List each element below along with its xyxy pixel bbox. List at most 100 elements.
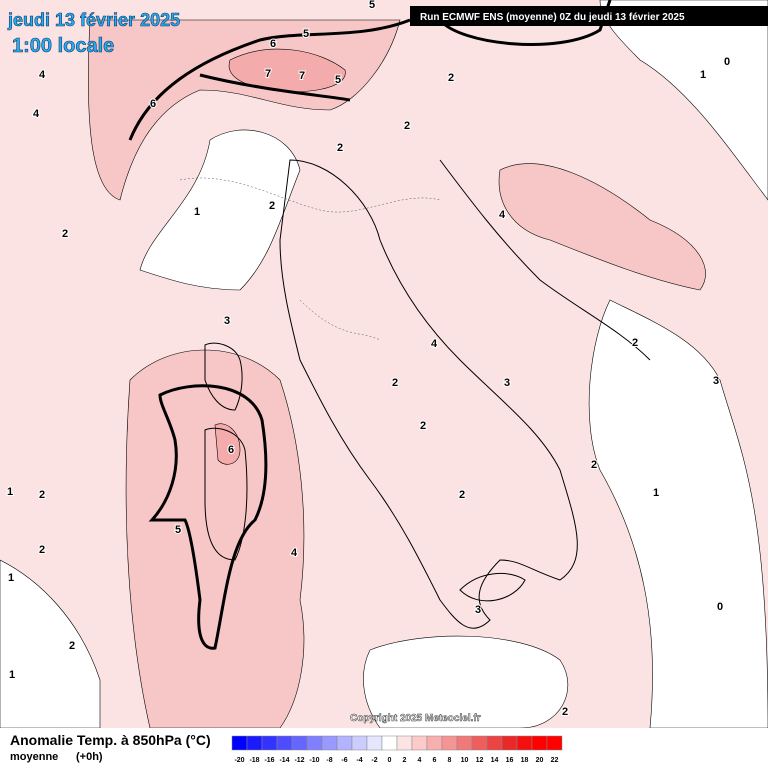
cold-area (0, 559, 101, 729)
run-info: Run ECMWF ENS (moyenne) 0Z du jeudi 13 f… (420, 12, 685, 23)
scale-swatch (546, 735, 563, 751)
scale-label: -18 (249, 757, 259, 764)
isoline-bold (148, 384, 268, 650)
scale-label: -14 (279, 757, 289, 764)
contour-label: 0 (724, 56, 730, 68)
contour-label: 2 (591, 459, 597, 471)
scale-swatch (231, 735, 248, 751)
contour-label: 4 (291, 547, 298, 559)
scale-label: 20 (536, 757, 544, 764)
contour-label: 6 (228, 444, 234, 456)
contour-label: 3 (224, 315, 230, 327)
contour-label: 6 (270, 38, 276, 50)
warm-core (228, 48, 346, 93)
scale-swatch (351, 735, 368, 751)
contour-label: 2 (420, 420, 426, 432)
scale-swatch (516, 735, 533, 751)
scale-label: 16 (506, 757, 514, 764)
contour-label: 3 (713, 375, 719, 387)
contour-labels: 5 6 5 7 7 5 6 4 4 2 2 2 1 2 2 4 3 4 3 2 … (6, 0, 731, 719)
scale-swatch (411, 735, 428, 751)
scale-swatch (381, 735, 398, 751)
scale-swatch (486, 735, 503, 751)
scale-swatch (261, 735, 278, 751)
scale-swatch (456, 735, 473, 751)
coastline (279, 159, 578, 629)
scale-swatch (321, 735, 338, 751)
scale-swatch (531, 735, 548, 751)
scale-label: 12 (476, 757, 484, 764)
legend-step: (+0h) (76, 751, 103, 763)
contour-label: 4 (431, 338, 438, 350)
contour-label: 2 (632, 337, 638, 349)
contour-label: 3 (504, 377, 510, 389)
legend-subtitle: moyenne (10, 751, 58, 763)
scale-swatch (501, 735, 518, 751)
warm-area (498, 163, 706, 291)
scale-label: -4 (356, 757, 362, 764)
contour-label: 5 (369, 0, 375, 11)
contour-label: 1 (194, 206, 200, 218)
scale-label: 2 (403, 757, 407, 764)
scale-label: -2 (371, 757, 377, 764)
contour-label: 1 (8, 572, 14, 584)
cold-area (363, 635, 569, 729)
island-coast (459, 572, 526, 602)
contour-label: 2 (269, 200, 275, 212)
island-coast (204, 342, 248, 561)
scale-label: -8 (326, 757, 332, 764)
contour-label: 2 (562, 706, 568, 718)
scale-label: 8 (448, 757, 452, 764)
scale-label: 18 (521, 757, 529, 764)
isoline-bold (128, 0, 612, 141)
contour-label: 7 (299, 70, 305, 82)
contour-label: 2 (337, 142, 343, 154)
contour-label: 6 (150, 98, 156, 110)
scale-label: -20 (234, 757, 244, 764)
scale-swatch (246, 735, 263, 751)
scale-label: -10 (309, 757, 319, 764)
contour-label: 1 (653, 487, 659, 499)
scale-swatch (306, 735, 323, 751)
contour-label: 7 (265, 68, 271, 80)
contour-label: 1 (700, 69, 706, 81)
scale-label: 0 (388, 757, 392, 764)
contour-label: 0 (717, 601, 723, 613)
contour-label: 2 (39, 489, 45, 501)
scale-label: 22 (551, 757, 559, 764)
scale-swatch (336, 735, 353, 751)
map-time: 1:00 locale (12, 35, 114, 57)
contour-label: 2 (39, 544, 45, 556)
contour-label: 4 (39, 69, 46, 81)
scale-swatch (276, 735, 293, 751)
contour-label: 2 (459, 489, 465, 501)
scale-label: -12 (294, 757, 304, 764)
scale-label: 4 (418, 757, 422, 764)
scale-label: -6 (341, 757, 347, 764)
border (179, 177, 441, 341)
contour-label: 2 (69, 640, 75, 652)
legend-title: Anomalie Temp. à 850hPa (°C) (10, 732, 211, 748)
contour-label: 1 (9, 669, 15, 681)
scale-swatch (441, 735, 458, 751)
scale-label: 14 (491, 757, 499, 764)
contour-label: 5 (175, 524, 181, 536)
scale-swatch (396, 735, 413, 751)
coastline (439, 159, 651, 361)
contour-label: 4 (499, 209, 506, 221)
contour-label: 5 (303, 28, 309, 40)
contour-label: 2 (448, 72, 454, 84)
scale-swatch (426, 735, 443, 751)
contour-label: 2 (62, 228, 68, 240)
scale-swatch (471, 735, 488, 751)
scale-swatch (366, 735, 383, 751)
contour-label: 5 (335, 74, 341, 86)
cold-area (139, 129, 301, 291)
map-date: jeudi 13 février 2025 (7, 10, 180, 30)
warm-area (125, 349, 305, 729)
color-scale: -20 -18 -16 -14 -12 -10 -8 -6 -4 -2 0 2 4 6 8 10 12 14 16 1… (231, 735, 563, 764)
contour-label: 2 (404, 120, 410, 132)
scale-label: -16 (264, 757, 274, 764)
scale-label: 10 (461, 757, 469, 764)
